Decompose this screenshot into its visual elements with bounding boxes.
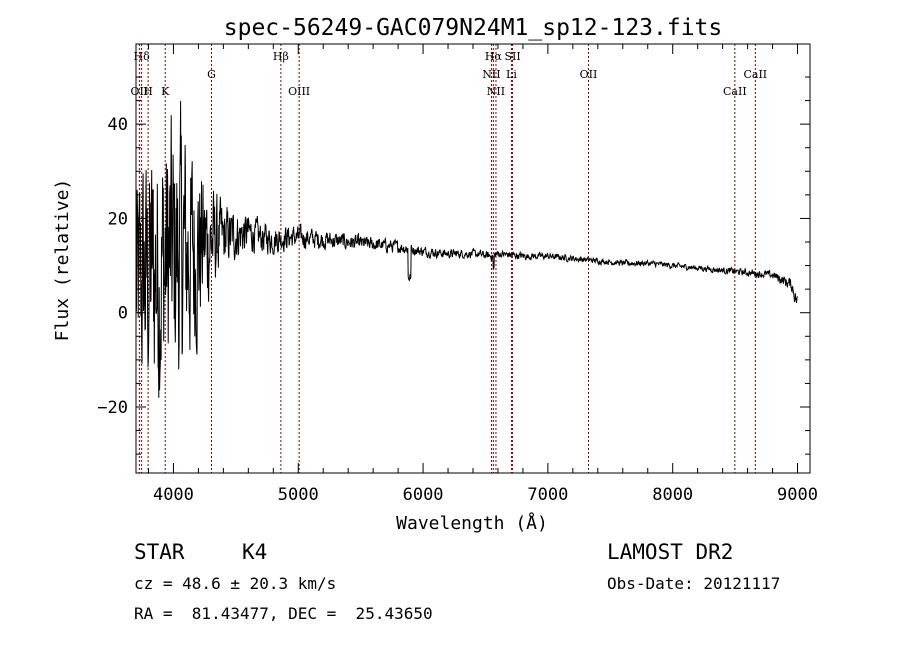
y-axis-label: Flux (relative) [52, 179, 73, 342]
line-label: NII [487, 85, 505, 98]
line-label: NII [482, 68, 500, 81]
line-label: CaII [743, 68, 767, 81]
line-label: H [143, 85, 153, 98]
axes: 4000 5000 6000 7000 8000 9000 −20 0 20 40 [97, 43, 818, 505]
spectrum-line [136, 100, 798, 398]
y-tick-label: 20 [108, 209, 128, 229]
line-label: Hα [485, 50, 503, 63]
y-tick-label: 40 [108, 115, 128, 135]
x-tick-label: 6000 [403, 485, 444, 505]
line-label: SII [504, 50, 520, 63]
subclass-label: K4 [242, 540, 268, 564]
class-label: STAR [134, 540, 185, 564]
x-tick-label: 4000 [153, 485, 194, 505]
x-axis-label: Wavelength (Å) [396, 512, 548, 534]
redshift-velocity: cz = 48.6 ± 20.3 km/s [134, 574, 337, 593]
x-tick-label: 7000 [527, 485, 568, 505]
chart-title: spec-56249-GAC079N24M1_sp12-123.fits [224, 15, 723, 41]
plot-frame [135, 43, 811, 474]
emission-line-markers [138, 44, 756, 473]
line-label: OII [580, 68, 598, 81]
line-label: Li [506, 68, 517, 81]
line-label: K [161, 85, 170, 98]
x-tick-label: 5000 [278, 485, 319, 505]
survey-label: LAMOST DR2 [607, 540, 734, 564]
line-label: Hβ [273, 50, 289, 63]
y-tick-label: 0 [118, 304, 128, 324]
line-label: Hδ [134, 50, 151, 63]
coordinates: RA = 81.43477, DEC = 25.43650 [134, 604, 433, 623]
line-label: OIII [288, 85, 310, 98]
x-tick-label: 9000 [777, 485, 818, 505]
x-tick-label: 8000 [652, 485, 693, 505]
obs-date: Obs-Date: 20121117 [607, 574, 781, 593]
line-label: OII [131, 85, 149, 98]
line-label: G [207, 68, 216, 81]
line-label: CaII [723, 85, 747, 98]
y-tick-label: −20 [97, 398, 128, 418]
spectrum-data [136, 100, 798, 398]
